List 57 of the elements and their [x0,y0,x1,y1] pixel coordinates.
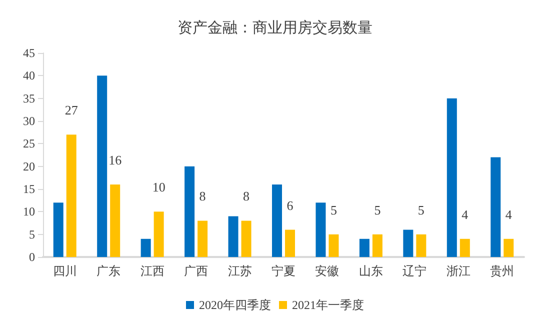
data-label: 8 [243,188,250,204]
legend-label: 2020年四季度 [199,298,271,312]
x-tick-label: 贵州 [490,264,514,278]
data-label: 4 [462,206,469,222]
x-tick-label: 广西 [184,264,208,278]
bar [53,202,64,257]
bar [140,238,151,257]
bar [316,202,326,257]
bar [228,216,238,257]
bar [154,212,164,257]
y-tick-label: 30 [23,114,35,128]
data-label: 6 [286,198,294,213]
bar [403,230,414,257]
bar [241,220,252,257]
y-tick-label: 5 [29,227,35,242]
data-label: 5 [374,202,381,218]
y-tick-label: 0 [29,250,35,264]
x-tick-label: 江苏 [228,264,252,278]
x-tick-label: 宁夏 [272,264,296,278]
bar [359,238,370,257]
data-label: 16 [108,152,122,168]
x-tick-label: 辽宁 [402,264,427,278]
data-label: 10 [152,180,166,195]
x-tick-label: 江西 [140,264,164,278]
data-label: 5 [418,202,424,218]
bar [272,184,282,257]
x-tick-label: 广东 [96,264,121,278]
y-tick-label: 10 [23,204,35,219]
bar [285,230,295,257]
bar [504,238,514,257]
data-label: 27 [64,102,78,118]
y-tick-label: 25 [23,136,35,151]
y-tick-label: 20 [23,159,35,174]
x-tick-label: 浙江 [446,264,470,278]
x-tick-label: 安徽 [315,264,340,278]
data-label: 8 [199,188,206,204]
bar [460,238,470,257]
data-label: 4 [505,206,512,222]
y-tick-label: 40 [23,68,35,83]
bar [184,166,195,257]
bar [372,234,382,257]
bar [446,98,457,257]
chart-title: 资产金融：商业用房交易数量 [178,20,372,36]
bar [328,234,339,257]
bar [198,220,208,257]
y-tick-label: 15 [23,182,35,196]
bar [110,184,120,257]
bar [97,76,108,257]
bar [416,234,426,257]
x-tick-label: 四川 [52,264,77,278]
y-tick-label: 35 [23,91,35,106]
y-tick-label: 45 [23,46,35,60]
x-tick-label: 山东 [358,264,383,278]
legend-label: 2021年一季度 [292,298,364,312]
bar [66,134,76,257]
data-label: 5 [330,202,337,218]
bar [490,157,501,257]
